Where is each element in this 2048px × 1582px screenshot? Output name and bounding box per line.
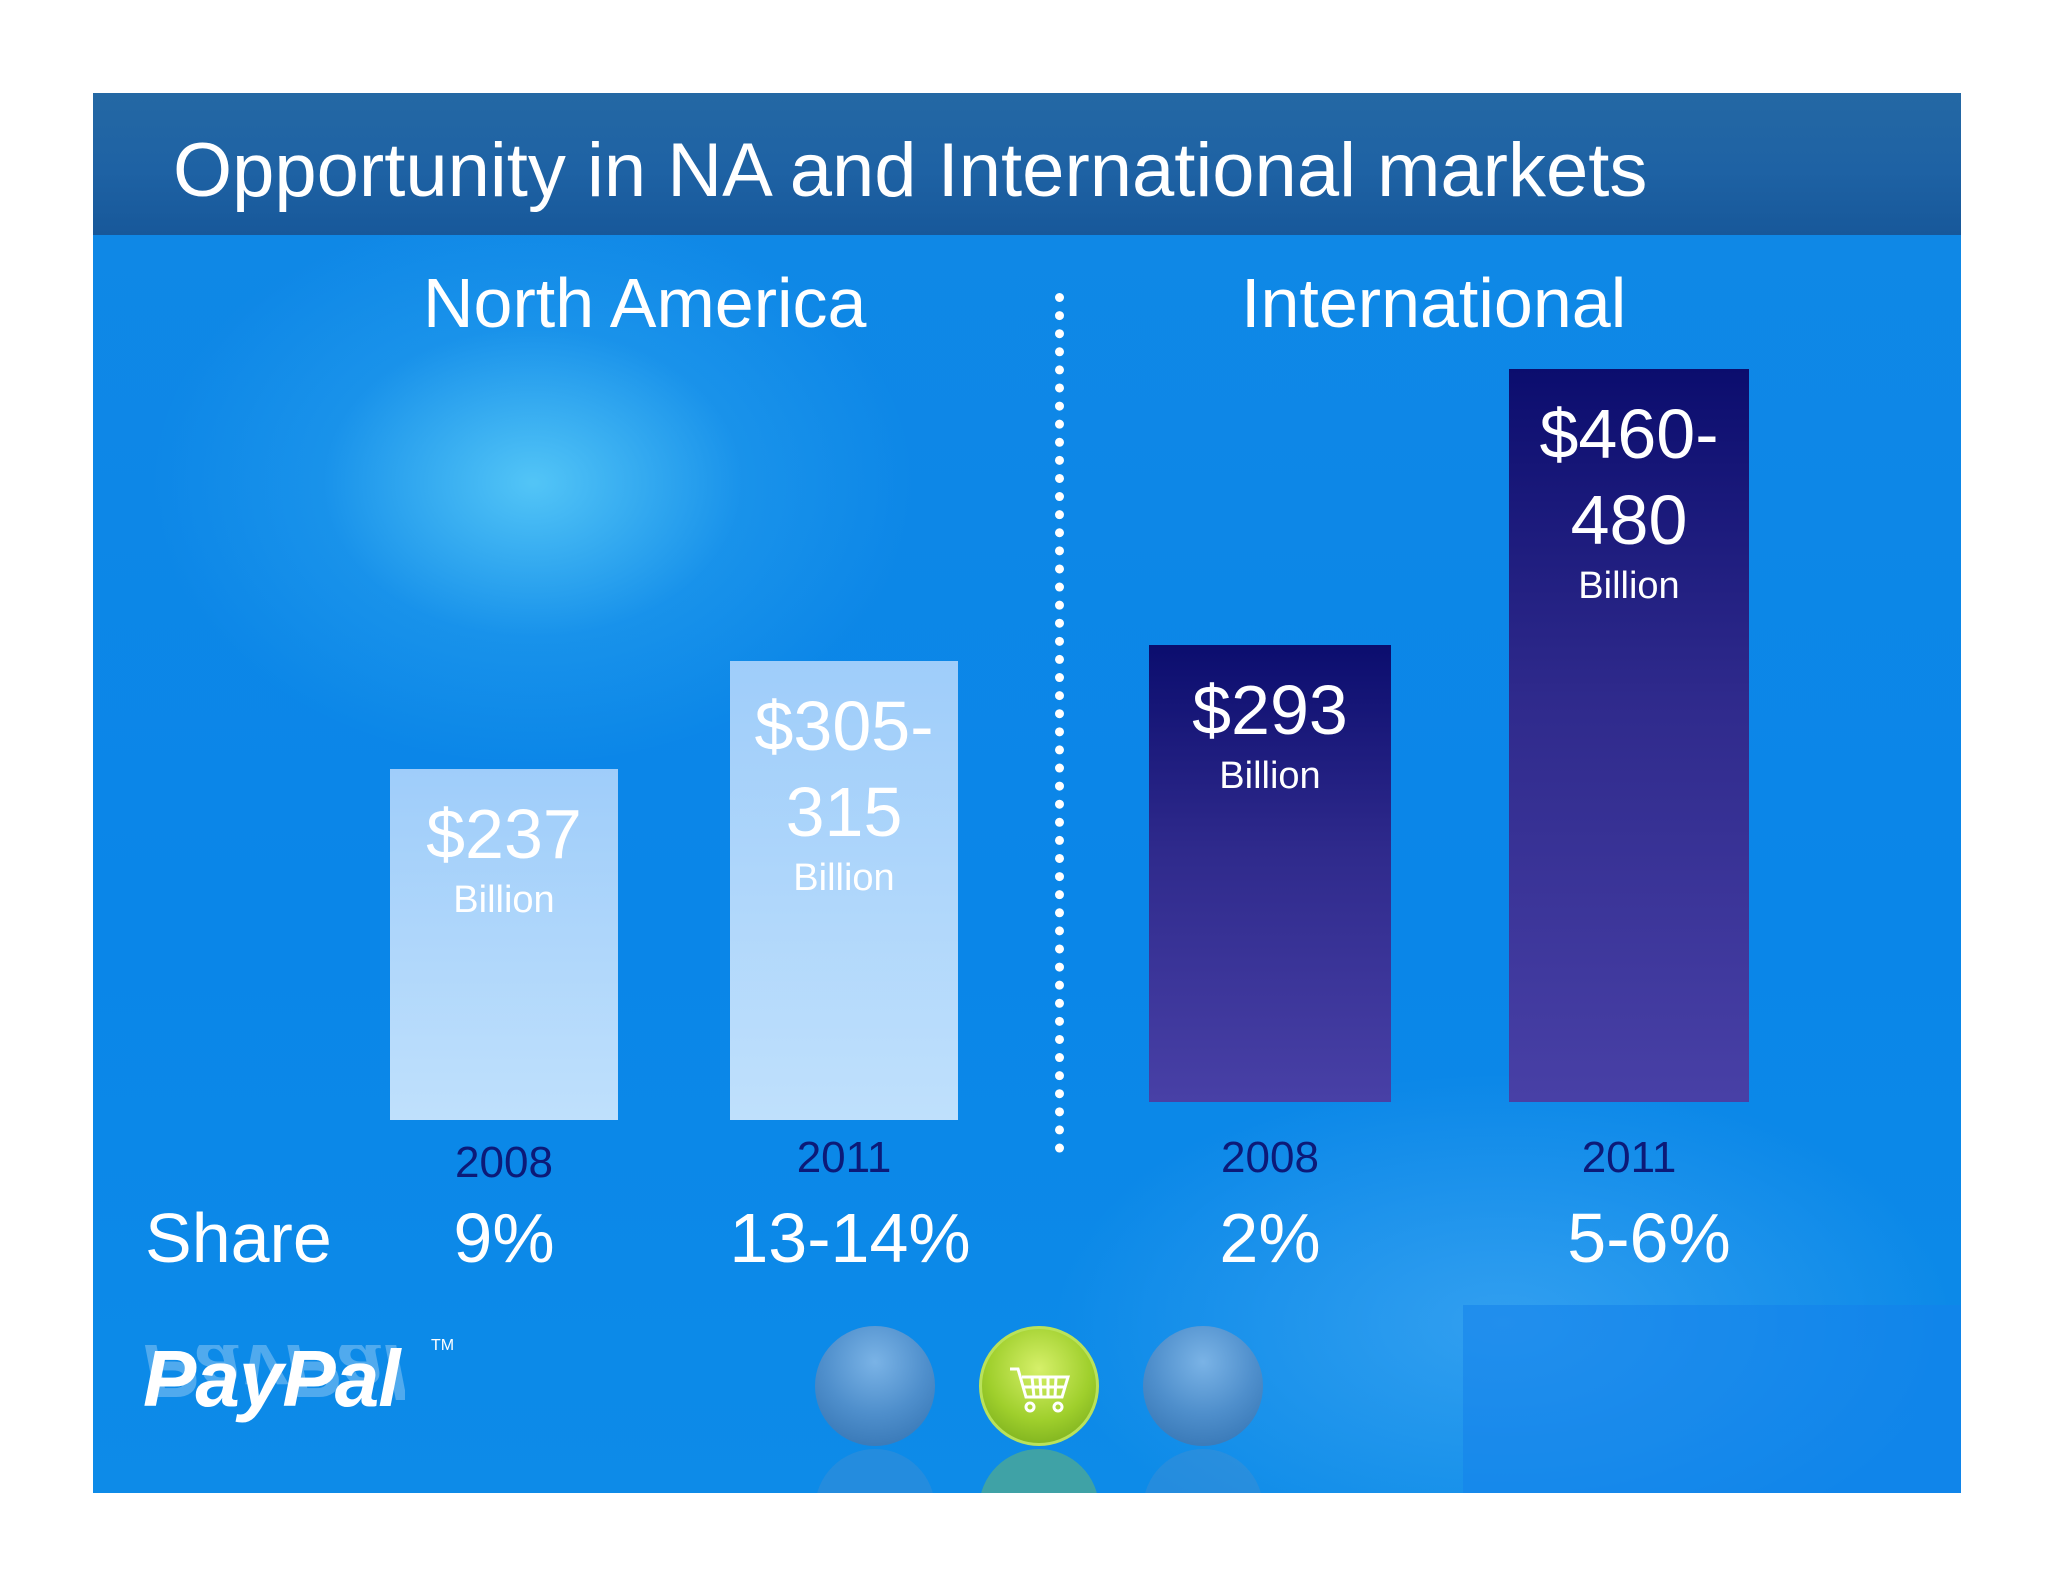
share-label: Share xyxy=(145,1199,332,1277)
bar-unit-label: Billion xyxy=(793,857,895,899)
share-na-2011: 13-14% xyxy=(729,1199,971,1277)
bar-value-label: $293 xyxy=(1192,671,1348,749)
region-heading-international: International xyxy=(1241,264,1627,342)
shopping-cart-orb xyxy=(979,1326,1099,1446)
bar-international-2011: $460- 480 Billion xyxy=(1509,369,1749,1102)
slide: Opportunity in NA and International mark… xyxy=(93,93,1961,1493)
background-panel xyxy=(1463,1305,1961,1493)
year-label-na-2008: 2008 xyxy=(455,1138,553,1187)
bar-north-america-2008: $237 Billion xyxy=(390,769,618,1120)
nav-orb-right xyxy=(1143,1326,1263,1446)
share-na-2008: 9% xyxy=(453,1199,555,1277)
region-divider xyxy=(1055,293,1064,1153)
year-label-intl-2008: 2008 xyxy=(1221,1133,1319,1182)
paypal-logo-reflection: PayPal xyxy=(143,1345,406,1414)
share-intl-2008: 2% xyxy=(1219,1199,1321,1277)
orb-reflection xyxy=(979,1449,1099,1493)
orb-reflection xyxy=(815,1449,935,1493)
bar-value-label: $305- 315 xyxy=(754,687,934,851)
year-label-na-2011: 2011 xyxy=(796,1133,892,1182)
nav-orb-left xyxy=(815,1326,935,1446)
year-label-intl-2011: 2011 xyxy=(1581,1133,1677,1182)
bar-unit-label: Billion xyxy=(1219,755,1321,797)
bar-value-label: $460- 480 xyxy=(1539,395,1719,559)
bar-north-america-2011: $305- 315 Billion xyxy=(730,661,958,1120)
share-intl-2011: 5-6% xyxy=(1567,1199,1731,1277)
shopping-cart-icon xyxy=(1010,1367,1071,1413)
paypal-logo: PayPal xyxy=(143,1334,400,1423)
region-heading-north-america: North America xyxy=(423,264,867,342)
trademark-mark: TM xyxy=(431,1337,455,1354)
bar-unit-label: Billion xyxy=(453,879,555,921)
slide-title: Opportunity in NA and International mark… xyxy=(173,128,1648,213)
bar-value-label: $237 xyxy=(426,795,582,873)
bar-international-2008: $293 Billion xyxy=(1149,645,1391,1102)
bar-unit-label: Billion xyxy=(1578,565,1680,607)
title-bar: Opportunity in NA and International mark… xyxy=(93,93,1961,235)
